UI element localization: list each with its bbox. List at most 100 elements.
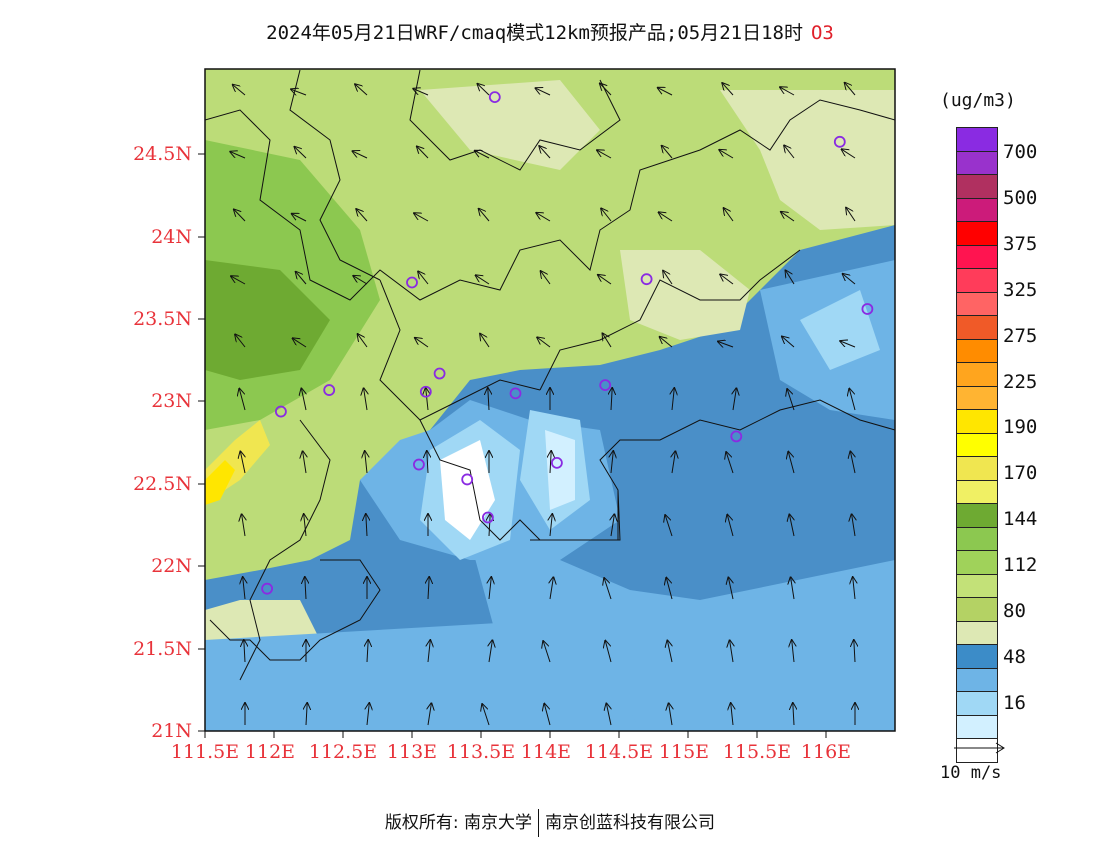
wind-arrow — [296, 272, 307, 285]
station-marker — [461, 473, 474, 486]
wind-arrow — [353, 276, 368, 285]
wind-arrow — [242, 514, 245, 537]
boundary-lines — [205, 69, 895, 681]
wind-arrow — [728, 578, 733, 600]
wind-arrow — [550, 514, 552, 537]
legend-unit: (ug/m3) — [940, 90, 1016, 111]
station-marker — [412, 458, 425, 471]
legend-label: 16 — [1003, 692, 1026, 714]
concentration-field — [205, 69, 895, 731]
wind-arrow — [413, 89, 429, 96]
wind-arrow — [669, 703, 672, 726]
wind-arrow — [301, 389, 306, 411]
wind-arrow — [366, 514, 367, 537]
legend-swatch — [957, 738, 997, 762]
wind-arrow — [789, 515, 794, 537]
legend-swatch — [957, 150, 997, 174]
station-marker — [406, 276, 418, 289]
station-marker — [419, 385, 432, 398]
wind-arrow — [665, 515, 673, 537]
wind-arrow — [601, 208, 612, 222]
wind-arrow — [478, 84, 490, 96]
wind-arrow — [722, 83, 734, 96]
wind-arrow — [239, 389, 246, 411]
wind-arrow — [365, 451, 367, 474]
wind-arrow — [305, 577, 306, 600]
wind-arrow — [672, 451, 675, 474]
legend-label: 112 — [1003, 554, 1038, 576]
wind-arrow — [720, 274, 734, 285]
wind-arrow — [611, 388, 612, 411]
longitude-axis: 111.5E 112E 112.5E 113E 113.5E 114E 114.… — [171, 731, 851, 763]
legend-swatch — [957, 526, 997, 550]
wind-arrow — [303, 451, 306, 474]
wind-arrow — [727, 515, 734, 537]
wind-arrow — [476, 275, 490, 285]
legend-swatch — [957, 268, 997, 292]
legend-label: 500 — [1003, 187, 1038, 209]
x-tick-label: 114E — [521, 741, 571, 763]
wind-arrow — [718, 342, 734, 348]
wind-vectors — [230, 83, 856, 726]
wind-arrow — [791, 577, 794, 600]
x-tick-label: 113E — [387, 741, 437, 763]
station-marker — [551, 456, 563, 469]
wind-arrow — [240, 452, 245, 474]
legend-label: 80 — [1003, 600, 1026, 622]
wind-arrow — [417, 147, 429, 159]
wind-arrow — [731, 703, 733, 726]
wind-arrow — [414, 213, 429, 222]
latitude-axis: 24.5N 24N 23.5N 23N 22.5N 22N 21.5N 21N — [133, 143, 205, 742]
wind-arrow — [295, 147, 307, 159]
legend-swatch — [957, 550, 997, 574]
legend-swatch — [957, 362, 997, 386]
wind-arrow — [489, 514, 490, 537]
species-label: O3 — [810, 22, 834, 44]
wind-arrow — [550, 577, 553, 600]
legend-label: 325 — [1003, 279, 1038, 301]
wind-arrow — [543, 641, 551, 663]
legend-swatch — [957, 385, 997, 409]
wind-arrow — [488, 388, 489, 411]
legend-swatch — [957, 432, 997, 456]
legend-swatch — [957, 338, 997, 362]
legend-swatch — [957, 221, 997, 245]
wind-arrow — [230, 152, 246, 159]
wind-arrow — [611, 514, 614, 537]
wind-arrow — [853, 577, 855, 600]
wind-arrow — [600, 84, 612, 96]
wind-arrow — [854, 640, 855, 663]
y-tick-label: 22.5N — [133, 473, 192, 495]
wind-arrow — [364, 388, 367, 411]
legend-swatch — [957, 128, 997, 151]
wind-reference-label: 10 m/s — [940, 763, 1002, 783]
wind-arrow — [597, 150, 612, 159]
wind-arrow — [849, 389, 856, 411]
legend-label: 48 — [1003, 646, 1026, 668]
legend-label: 144 — [1003, 508, 1038, 530]
wind-arrow — [482, 704, 490, 726]
wind-arrow — [480, 334, 490, 348]
wind-arrow — [792, 640, 794, 663]
wind-arrow — [842, 149, 856, 159]
wind-arrow — [846, 208, 856, 222]
wind-arrow — [666, 578, 673, 600]
wind-arrow — [355, 84, 368, 96]
legend-swatch — [957, 291, 997, 315]
reference-arrow-icon — [954, 742, 1005, 754]
y-tick-label: 23.5N — [133, 308, 192, 330]
wind-arrow — [793, 703, 794, 726]
station-marker — [833, 135, 846, 148]
wind-arrow — [672, 388, 674, 411]
color-legend — [956, 127, 998, 763]
wind-arrow — [663, 271, 673, 285]
wind-arrow — [788, 452, 795, 474]
legend-label: 190 — [1003, 416, 1038, 438]
y-tick-label: 22N — [151, 555, 192, 577]
footer-divider — [538, 809, 540, 837]
wind-arrow — [479, 209, 490, 222]
wind-arrow — [662, 146, 673, 159]
wind-arrow — [544, 704, 551, 726]
wind-arrow — [733, 388, 736, 411]
